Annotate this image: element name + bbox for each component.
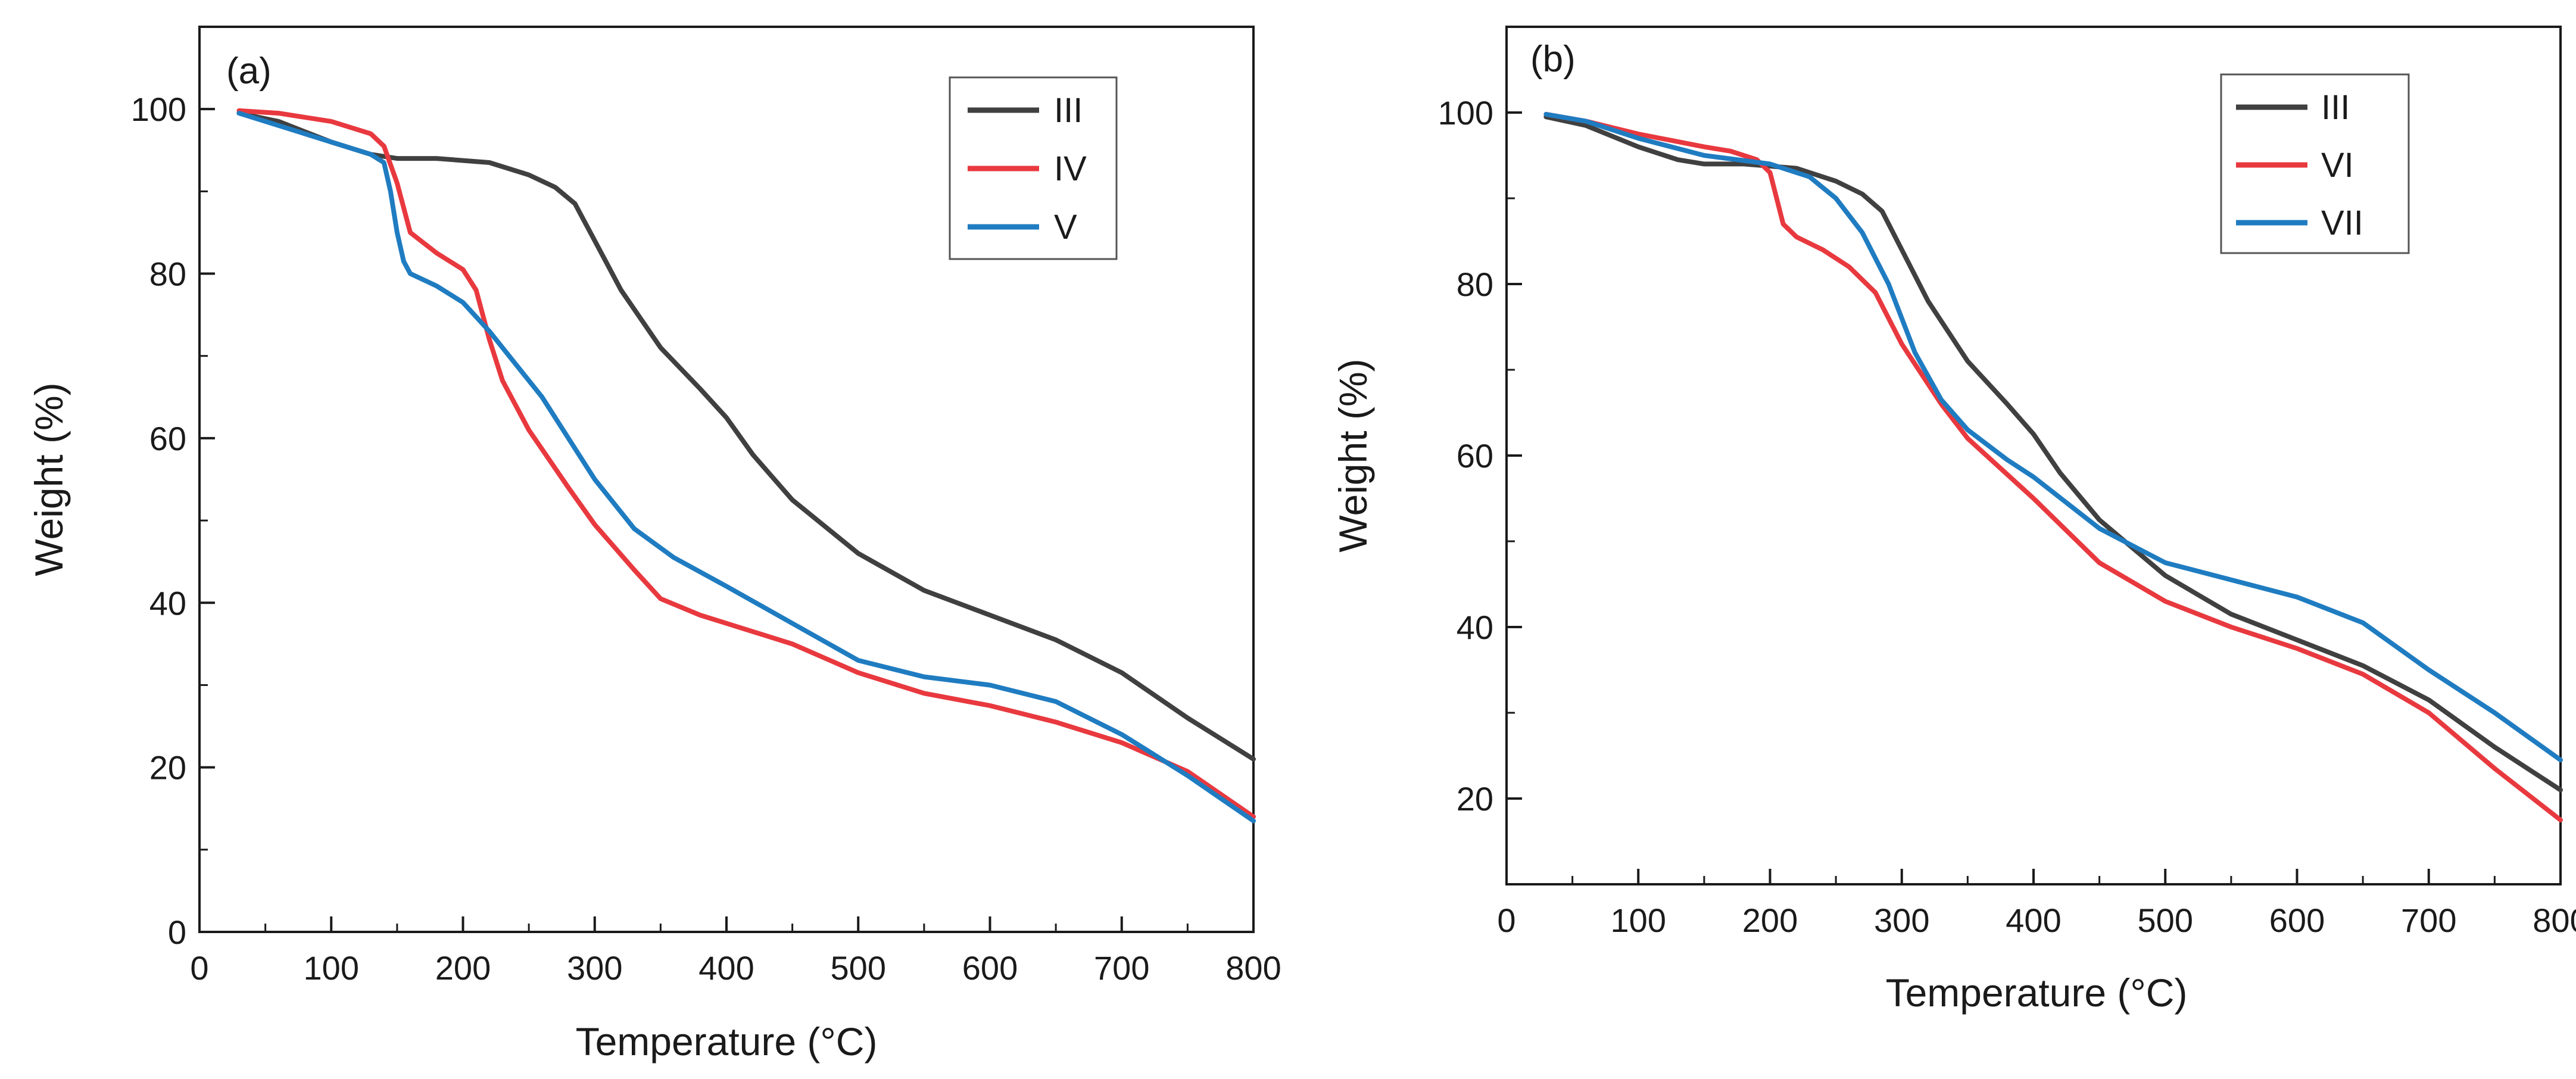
legend-label-vi: VI	[2321, 146, 2354, 185]
x-tick-label: 100	[1611, 902, 1666, 939]
y-tick-label: 100	[1438, 94, 1493, 132]
x-tick-label: 500	[831, 949, 886, 987]
legend-label-iii: III	[1054, 91, 1083, 130]
x-tick-label: 300	[1874, 902, 1929, 939]
legend-label-iii: III	[2321, 88, 2350, 127]
x-tick-label: 700	[2401, 902, 2456, 939]
y-tick-label: 20	[149, 749, 186, 787]
y-tick-label: 20	[1457, 780, 1493, 818]
y-tick-label: 40	[149, 584, 186, 622]
y-tick-label: 60	[149, 420, 186, 457]
x-tick-label: 200	[435, 949, 491, 987]
panel-label: (a)	[226, 51, 272, 92]
x-tick-label: 600	[962, 949, 1018, 987]
series-line-iii	[1543, 114, 2563, 793]
x-tick-label: 400	[2006, 902, 2061, 939]
y-tick-label: 80	[149, 255, 186, 293]
y-tick-label: 100	[131, 91, 186, 128]
series-layer	[1543, 111, 2563, 822]
axis-ticks: 0 100 200 300 400 500 600 700 800 0 20 40 60 80 100	[131, 26, 1281, 987]
x-tick-label: 700	[1094, 949, 1149, 987]
x-axis-title: Temperature (°C)	[1886, 971, 2188, 1015]
legend-label-vii: VII	[2321, 204, 2363, 242]
y-tick-label: 80	[1457, 266, 1493, 303]
y-tick-label: 60	[1457, 437, 1493, 475]
y-tick-label: 0	[168, 913, 186, 951]
axis-ticks: 0 100 200 300 400 500 600 700 800 20 40 60 80 100	[1438, 26, 2576, 939]
series-line-v	[236, 111, 1256, 824]
x-tick-label: 100	[304, 949, 359, 987]
x-tick-label: 300	[567, 949, 622, 987]
y-axis-title: Weight (%)	[1331, 358, 1375, 552]
series-line-vii	[1543, 111, 2563, 763]
panel-b: 0 100 200 300 400 500 600 700 800 20 40 60 80 100 (b)…	[1331, 26, 2576, 1015]
x-tick-label: 200	[1742, 902, 1798, 939]
x-axis-title: Temperature (°C)	[576, 1019, 878, 1064]
legend: III VI VII	[2220, 73, 2410, 254]
x-tick-label: 800	[1225, 949, 1281, 987]
y-axis-title: Weight (%)	[27, 382, 71, 576]
series-line-vi	[1543, 111, 2563, 822]
legend: III IV V	[949, 76, 1118, 260]
series-layer	[236, 108, 1256, 824]
x-tick-label: 500	[2138, 902, 2193, 939]
x-tick-label: 0	[190, 949, 208, 987]
panel-label: (b)	[1530, 39, 1576, 80]
series-line-iii	[236, 111, 1256, 762]
y-tick-label: 40	[1457, 609, 1493, 646]
x-tick-label: 800	[2533, 902, 2576, 939]
panel-a: 0 100 200 300 400 500 600 700 800 0 20 40 60 80 100 (a…	[27, 26, 1281, 1064]
x-tick-label: 600	[2269, 902, 2325, 939]
series-line-iv	[236, 108, 1256, 819]
legend-label-iv: IV	[1054, 149, 1087, 188]
x-tick-label: 400	[698, 949, 754, 987]
x-tick-label: 0	[1497, 902, 1515, 939]
legend-label-v: V	[1054, 208, 1077, 247]
